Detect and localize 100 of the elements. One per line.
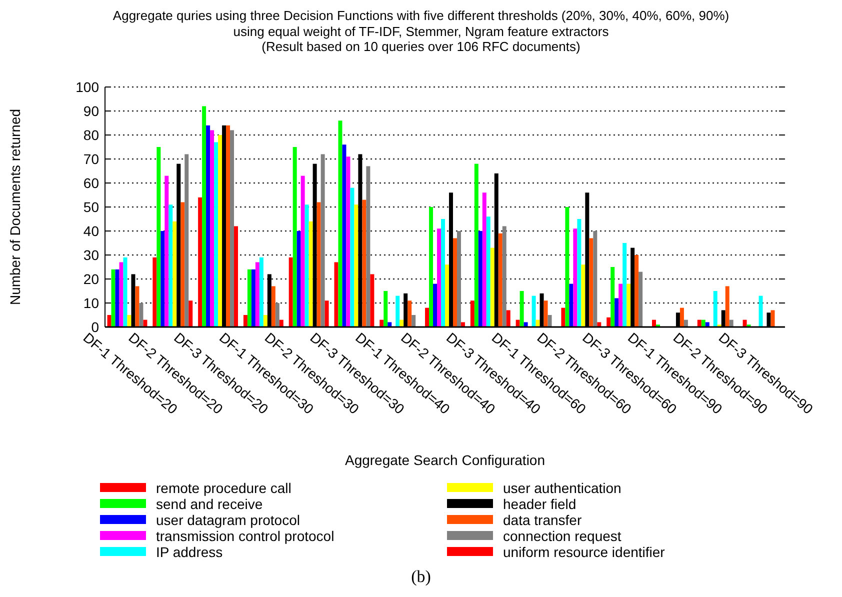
legend-label: IP address [156,544,223,560]
bar [516,320,520,327]
bar [334,262,338,327]
bar [425,308,430,327]
bar [111,269,116,327]
bar [164,176,169,327]
bar [342,144,346,327]
bar [396,296,400,327]
bar [770,310,775,327]
legend-label: remote procedure call [156,480,292,496]
y-tick-label: 10 [83,294,100,311]
bar [180,202,185,327]
bar [198,197,202,327]
bar [460,322,465,327]
x-axis-title: Aggregate Search Configuration [344,452,546,468]
bar [135,286,140,327]
bar [593,231,598,327]
bar [384,291,388,327]
bar [366,166,370,327]
bar [172,221,177,327]
legend-label: uniform resource identifier [503,544,666,560]
bar [626,284,631,327]
bar [758,296,763,327]
y-tick-label: 40 [83,222,100,239]
bar [226,125,230,327]
bar [388,322,392,327]
bar [243,315,248,327]
bar [127,315,132,327]
bar [729,320,734,327]
bar [188,300,193,327]
legend-label: connection request [503,528,622,544]
bar [524,322,528,327]
bar [725,286,730,327]
bar [445,264,449,327]
bar [565,207,570,327]
bar [452,238,457,327]
bar [498,233,502,327]
legend-label: send and receive [156,496,263,512]
bar [490,248,494,327]
bar [614,298,619,327]
bar [474,164,478,327]
bar [292,147,297,327]
bar [143,320,148,327]
bar [610,267,615,327]
bar [581,264,586,327]
bar [597,322,602,327]
text: (b) [411,567,431,586]
bar [606,317,611,327]
y-tick-label: 80 [83,126,100,143]
chart-subtitle: using equal weight of TF-IDF, Stemmer, Ngram feature extractors (Result based on 10 queries over 106 RFC documents) [233,24,610,54]
bar [259,257,264,327]
legend-label: user datagram protocol [156,512,300,528]
bar [433,284,438,327]
bar [139,303,144,327]
y-tick-label: 30 [83,246,100,263]
bar [210,130,214,327]
bar [684,320,688,327]
bar [247,269,252,327]
bar [573,228,578,327]
bar [400,320,404,327]
bar [502,226,506,327]
bar [638,272,643,327]
bar [470,300,474,327]
bar [107,315,112,327]
y-tick-label: 50 [83,198,100,215]
chart-title: Aggregate quries using three Decision Functions with five different thresholds (20%, 30%, 40%, 60%, 90%) [112,8,730,23]
bar [618,284,623,327]
bar [316,202,321,327]
y-tick-label: 70 [83,150,100,167]
bar [255,262,260,327]
bar [156,147,161,327]
bar [354,204,358,327]
bar [532,296,536,327]
bar [569,284,574,327]
bar [506,310,510,327]
bar [412,315,416,327]
bar [622,243,627,327]
y-tick-label: 20 [83,270,100,287]
y-tick-label: 90 [83,102,100,119]
legend-label: data transfer [503,512,582,528]
legend-label: header field [503,496,576,512]
bar [279,320,284,327]
bar [324,300,329,327]
bar [701,320,706,327]
bar [742,320,747,327]
bar [536,320,540,327]
bar [115,269,120,327]
bar [456,231,461,327]
bar [308,221,313,327]
bar [713,291,718,327]
bar [206,125,210,327]
bar [478,231,482,327]
bar [304,204,309,327]
bar [346,156,350,327]
bar [429,207,434,327]
bar [251,269,256,327]
bar [263,315,268,327]
bar [230,130,234,327]
bar [123,257,128,327]
bar [214,142,218,327]
